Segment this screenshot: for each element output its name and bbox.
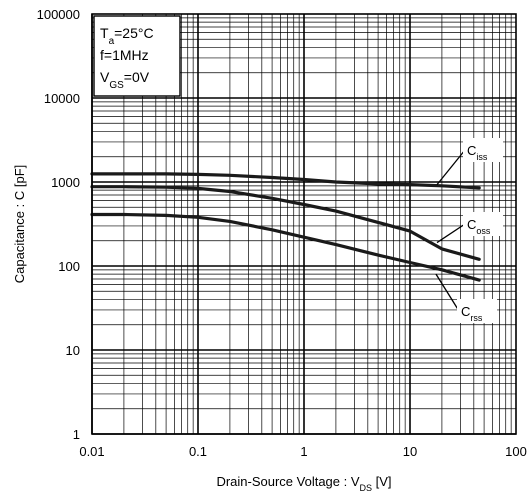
series-layer [90, 172, 481, 282]
y-axis-label: Capacitance : C [pF] [12, 165, 27, 284]
conditions-box: Ta=25°Cf=1MHz VGS=0V [93, 15, 181, 97]
condition-text: VGS=0V [100, 69, 150, 91]
callout-label-crss: Crss [461, 304, 483, 323]
condition-text: f=1MHz [100, 47, 149, 63]
y-tick-label: 100 [58, 259, 80, 274]
y-tick-label: 100000 [37, 7, 80, 22]
callout-box-ciss [463, 138, 503, 162]
callout-label-coss: Coss [467, 217, 491, 236]
series-callouts: Ciss Coss Crss [435, 138, 503, 323]
callout-leader-crss [435, 273, 460, 312]
y-tick-label: 10000 [44, 91, 80, 106]
y-tick-label: 10 [66, 343, 80, 358]
condition-text: Ta=25°C [100, 25, 154, 47]
plot-border [91, 13, 517, 435]
series-line-ciss [90, 172, 481, 190]
y-tick-label: 1 [73, 427, 80, 442]
callout-box-crss [457, 299, 497, 323]
callout-leader-coss [436, 223, 466, 244]
minor-grid [92, 14, 516, 434]
y-tick-label: 1000 [51, 175, 80, 190]
series-line-crss [90, 212, 481, 282]
x-axis-label: Drain-Source Voltage : VDS [V] [216, 474, 391, 493]
axis-labels: Drain-Source Voltage : VDS [V] Capacitanc… [12, 165, 392, 493]
callout-label-ciss: Ciss [467, 143, 488, 162]
callout-leader-ciss [436, 149, 466, 186]
x-tick-label: 10 [403, 444, 417, 459]
series-line-coss [90, 185, 481, 261]
conditions-box-frame [93, 15, 181, 97]
x-tick-label: 0.1 [189, 444, 207, 459]
callout-box-coss [463, 212, 503, 236]
x-tick-label: 0.01 [79, 444, 104, 459]
x-tick-label: 100 [505, 444, 527, 459]
tick-labels: 0.01 0.1 1 10 100 1 10 100 1000 10000 100000 [37, 7, 527, 459]
x-tick-label: 1 [300, 444, 307, 459]
plot-frame [91, 13, 517, 435]
